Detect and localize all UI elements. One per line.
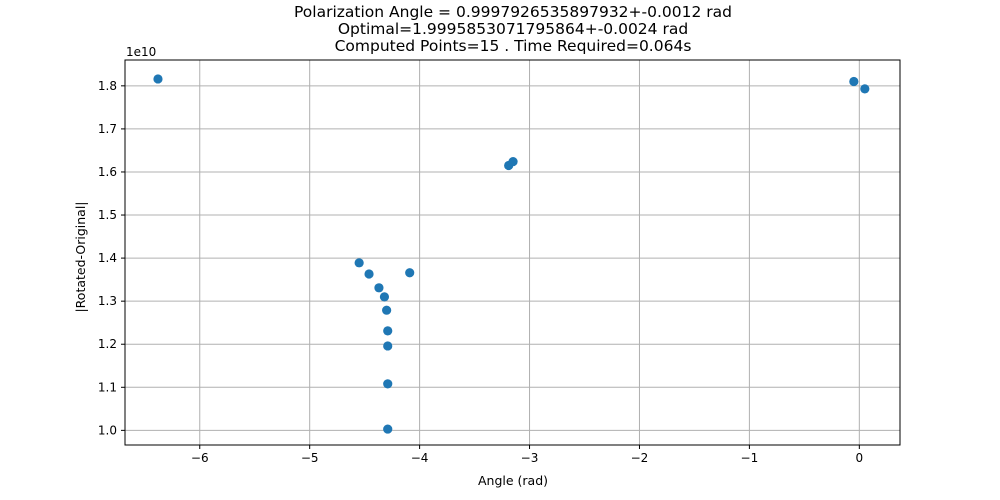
x-tick-label: −6 — [191, 451, 209, 465]
data-point-10 — [383, 424, 393, 434]
data-point-15 — [860, 84, 870, 94]
grid — [125, 60, 900, 445]
x-axis-label: Angle (rad) — [478, 473, 548, 488]
chart-title-line-1: Polarization Angle = 0.9997926535897932+… — [294, 3, 732, 21]
data-point-3 — [364, 269, 374, 279]
y-tick-label: 1.6 — [98, 165, 117, 179]
data-point-11 — [405, 268, 415, 278]
data-point-9 — [383, 379, 393, 389]
y-offset-label: 1e10 — [126, 45, 156, 59]
y-tick-label: 1.0 — [98, 423, 117, 437]
data-point-5 — [379, 292, 390, 302]
y-tick-label: 1.1 — [98, 380, 117, 394]
data-point-2 — [354, 258, 364, 268]
data-point-14 — [849, 76, 859, 87]
y-tick-label: 1.5 — [98, 208, 117, 222]
data-point-1 — [153, 74, 163, 84]
y-tick-label: 1.4 — [98, 251, 117, 265]
x-tick-label: −1 — [741, 451, 759, 465]
data-point-4 — [374, 283, 384, 293]
chart-title-line-2: Optimal=1.9995853071795864+-0.0024 rad — [338, 20, 688, 38]
x-tick-label: −2 — [631, 451, 649, 465]
data-point-8 — [383, 341, 393, 351]
y-axis-label: |Rotated-Original| — [73, 201, 88, 312]
axis-ticks: −6 −5 −4 −3 −2 −1 0 1.0 1.1 1.2 1.3 1.4 1.5 1.6 1.7 1.8 — [98, 79, 863, 465]
data-point-7 — [383, 326, 393, 336]
y-tick-label: 1.2 — [98, 337, 117, 351]
y-tick-label: 1.8 — [98, 79, 117, 93]
chart-title: Polarization Angle = 0.9997926535897932+… — [294, 3, 732, 55]
x-tick-label: −4 — [411, 451, 429, 465]
x-tick-label: 0 — [856, 451, 864, 465]
y-tick-label: 1.3 — [98, 294, 117, 308]
plot-area-frame — [124, 59, 901, 446]
chart-title-line-3: Computed Points=15 . Time Required=0.064… — [335, 37, 692, 55]
data-points — [153, 74, 870, 434]
data-point-13 — [508, 157, 518, 167]
x-tick-label: −3 — [521, 451, 539, 465]
x-tick-label: −5 — [301, 451, 319, 465]
y-tick-label: 1.7 — [98, 122, 117, 136]
data-point-6 — [382, 305, 392, 315]
